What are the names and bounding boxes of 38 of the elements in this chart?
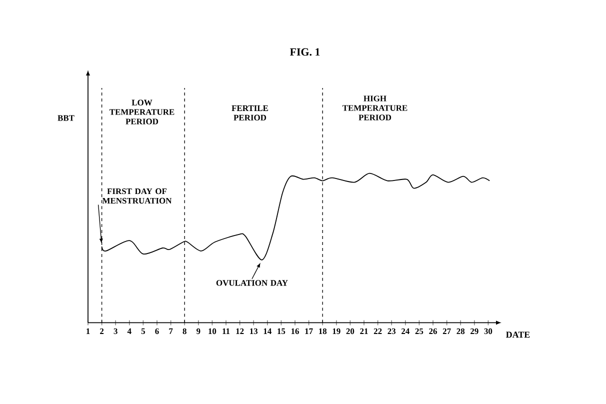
- x-tick-label: 2: [100, 328, 104, 334]
- x-tick-label: 29: [470, 328, 478, 334]
- text: HIGH TEMPERATURE PERIOD: [342, 96, 408, 120]
- x-tick-label: 24: [402, 328, 410, 334]
- x-tick-label: 16: [291, 328, 299, 334]
- x-axis-title: DATE: [506, 332, 530, 338]
- x-tick-label: 21: [360, 328, 368, 334]
- x-tick-label: 25: [415, 328, 424, 334]
- x-tick-label: 13: [250, 328, 258, 334]
- text: BBT: [58, 115, 74, 121]
- x-tick-label: 6: [155, 328, 159, 334]
- x-tick-label: 10: [208, 328, 216, 334]
- x-tick-label: 7: [169, 328, 173, 334]
- x-tick-label: 14: [264, 328, 272, 334]
- x-tick-label: 3: [114, 328, 118, 334]
- annotation: FIRST DAY OF MENSTRUATION: [102, 188, 172, 204]
- x-tick-label: 30: [484, 328, 492, 334]
- x-tick-label: 9: [196, 328, 200, 334]
- x-tick-label: 1: [86, 328, 90, 334]
- chart-title: FIG. 1: [290, 48, 320, 56]
- x-tick-label: 22: [374, 328, 382, 334]
- x-tick-label: 28: [456, 328, 465, 334]
- text: FERTILE PERIOD: [232, 105, 268, 120]
- x-tick-label: 15: [278, 328, 286, 334]
- x-tick-label: 17: [305, 328, 313, 334]
- x-tick-label: 19: [332, 328, 340, 334]
- x-tick-label: 20: [346, 328, 354, 334]
- annotation: OVULATION DAY: [216, 280, 288, 286]
- x-tick-label: 18: [319, 328, 327, 334]
- text: LOW TEMPERATURE PERIOD: [110, 100, 174, 124]
- x-tick-label: 8: [182, 328, 186, 334]
- x-tick-label: 11: [222, 328, 230, 334]
- x-tick-label: 26: [429, 328, 437, 334]
- x-tick-label: 23: [388, 328, 396, 334]
- x-tick-label: 27: [442, 328, 451, 334]
- x-tick-label: 4: [127, 328, 132, 334]
- x-tick-label: 12: [236, 328, 244, 334]
- x-tick-label: 5: [141, 328, 146, 334]
